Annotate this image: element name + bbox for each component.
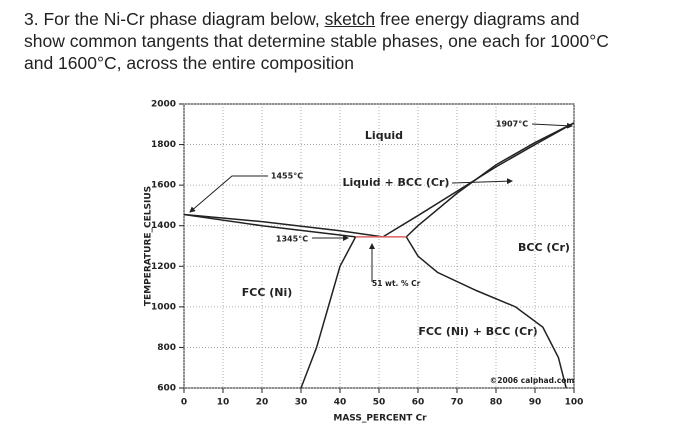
annotation: 1455°C <box>271 172 303 181</box>
x-tick-label: 90 <box>529 398 542 408</box>
x-tick-label: 30 <box>295 398 308 408</box>
arrow <box>531 122 573 129</box>
y-axis-label: TEMPERATURE_CELSIUS <box>144 186 154 306</box>
x-tick-label: 20 <box>256 398 269 408</box>
question-text: and 1600°C, across the entire compositio… <box>24 53 354 73</box>
y-tick-label: 800 <box>157 343 176 353</box>
phase-boundary <box>300 236 357 389</box>
x-tick-label: 40 <box>334 398 347 408</box>
x-tick-label: 70 <box>451 398 464 408</box>
y-tick-label: 2000 <box>151 100 176 110</box>
question-text: 3. For the Ni-Cr phase diagram below, <box>24 9 325 29</box>
x-axis-label: MASS_PERCENT Cr <box>333 414 427 424</box>
annotation: BCC (Cr) <box>518 241 570 254</box>
y-tick-label: 1000 <box>151 302 176 312</box>
annotation: 1345°C <box>276 235 308 244</box>
x-tick-label: 100 <box>565 398 584 408</box>
y-tick-label: 1600 <box>151 181 176 191</box>
phase-boundary <box>183 213 384 238</box>
arrow <box>189 175 268 213</box>
annotation: FCC (Ni) <box>242 286 293 299</box>
y-tick-label: 1400 <box>151 221 176 231</box>
annotation: Liquid + BCC (Cr) <box>343 176 450 189</box>
question-text: show common tangents that determine stab… <box>24 31 609 51</box>
question-emphasis: sketch <box>324 9 376 29</box>
x-tick-label: 60 <box>412 398 425 408</box>
y-tick-label: 600 <box>157 384 176 394</box>
phase-boundary <box>405 122 575 238</box>
annotation: 1907°C <box>496 120 528 129</box>
y-tick-label: 1800 <box>151 140 176 150</box>
x-tick-label: 80 <box>490 398 503 408</box>
question: 3. For the Ni-Cr phase diagram below, sk… <box>24 8 609 74</box>
annotation: 51 wt. % Cr <box>372 279 421 288</box>
question-text: free energy diagrams and <box>375 9 580 29</box>
annotation: Liquid <box>365 129 403 142</box>
x-tick-label: 50 <box>373 398 386 408</box>
annotation: ©2006 calphad.com <box>490 376 575 385</box>
phase-boundary <box>405 236 567 389</box>
y-tick-label: 1200 <box>151 262 176 272</box>
x-tick-label: 10 <box>217 398 230 408</box>
phase-boundary <box>183 213 356 238</box>
x-tick-label: 0 <box>181 398 187 408</box>
arrow <box>451 178 513 185</box>
annotation: FCC (Ni) + BCC (Cr) <box>418 325 537 338</box>
